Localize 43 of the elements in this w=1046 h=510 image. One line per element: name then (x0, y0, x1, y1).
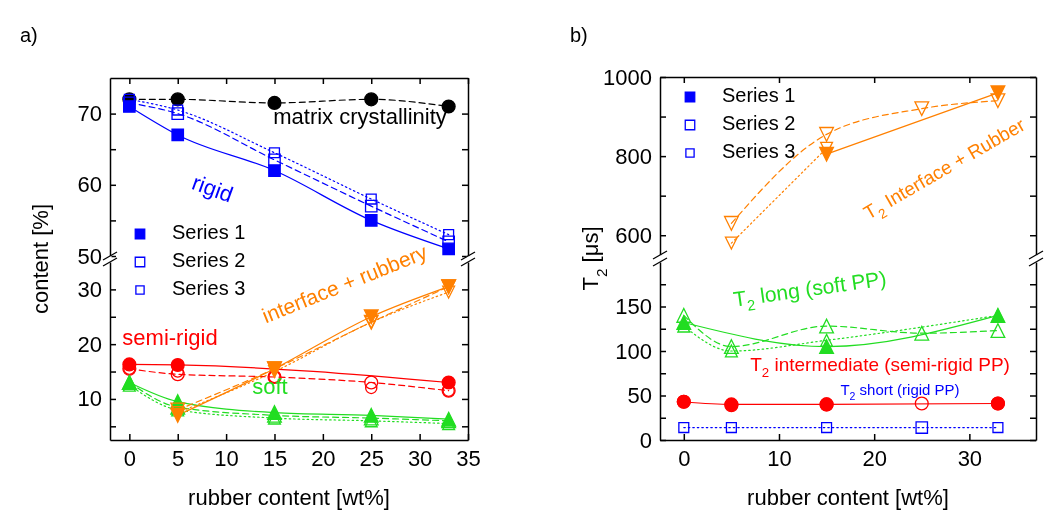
legend-label: Series 3 (172, 277, 246, 300)
x-axis-title: rubber content [wt%] (747, 485, 949, 510)
x-tick-label: 30 (407, 445, 433, 471)
legend-label: Series 1 (172, 221, 246, 244)
chart-title: a) (20, 24, 38, 46)
y-tick-label: 800 (615, 143, 652, 169)
x-tick-label: 5 (172, 445, 185, 471)
x-tick-label: 15 (262, 445, 288, 471)
y-tick-label: 150 (615, 294, 652, 320)
y-tick-label: 100 (615, 338, 652, 364)
x-tick-label: 0 (123, 445, 136, 471)
y-tick-label: 0 (639, 427, 652, 453)
annotation: semi-rigid (122, 324, 218, 350)
x-tick-label: 20 (311, 445, 336, 471)
x-tick-label: 0 (678, 445, 691, 471)
annotation: rigid (188, 169, 237, 208)
x-tick-label: 35 (456, 445, 481, 471)
annotation: T$_{2}$ intermediate (semi-rigid PP) (750, 354, 1010, 381)
y-tick-label: 20 (77, 331, 102, 357)
annotation: soft (252, 373, 288, 399)
annotation: matrix crystallinity (273, 103, 447, 129)
x-tick-label: 20 (862, 445, 887, 471)
y-tick-label: 1000 (603, 64, 652, 90)
legend-label: Series 2 (722, 112, 796, 135)
y-tick-label: 50 (77, 243, 102, 269)
x-tick-label: 25 (359, 445, 384, 471)
y-tick-label: 600 (615, 222, 652, 248)
y-tick-label: 30 (77, 276, 102, 302)
y-tick-label: 60 (77, 172, 102, 198)
legend-label: Series 1 (722, 84, 796, 107)
x-tick-label: 10 (767, 445, 792, 471)
annotation: T$_{2}$ short (rigid PP) (840, 380, 960, 402)
x-axis-title: rubber content [wt%] (188, 485, 390, 510)
chart-title: b) (570, 24, 588, 46)
annotation: T$_{2}$ long (soft PP) (731, 265, 888, 314)
legend-label: Series 2 (172, 249, 246, 272)
y-tick-label: 50 (627, 383, 652, 409)
x-tick-label: 30 (957, 445, 983, 471)
y-tick-label: 70 (77, 101, 102, 127)
x-tick-label: 10 (214, 445, 239, 471)
y-axis-title: content [%] (28, 203, 53, 315)
legend-label: Series 3 (722, 140, 796, 163)
y-tick-label: 10 (77, 386, 102, 412)
